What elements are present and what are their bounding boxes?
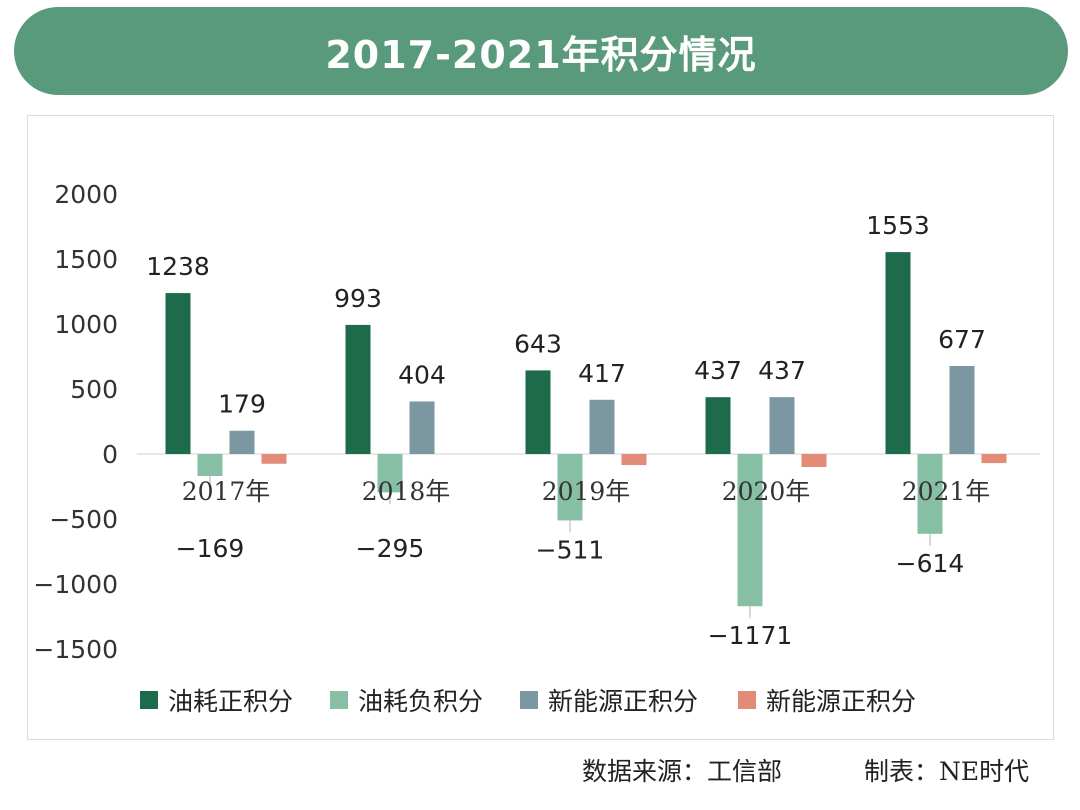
chart-title-bar: 2017-2021年积分情况	[14, 7, 1068, 95]
data-label: 1553	[866, 211, 930, 240]
y-tick-label: 1500	[54, 245, 118, 274]
bar	[981, 454, 1007, 464]
legend-label: 油耗负积分	[358, 687, 483, 716]
bar	[197, 454, 223, 476]
legend-label: 新能源正积分	[548, 687, 698, 716]
data-label: −511	[536, 535, 605, 564]
bar	[377, 454, 403, 493]
data-label: 677	[938, 325, 986, 354]
data-label: −1171	[708, 621, 793, 650]
bar	[557, 454, 583, 521]
data-label: 437	[758, 356, 806, 385]
legend-swatch	[738, 691, 756, 709]
data-label: 437	[694, 356, 742, 385]
bar	[801, 454, 827, 467]
data-label: 179	[218, 390, 266, 419]
bar	[885, 252, 911, 454]
y-tick-label: −1000	[33, 570, 118, 599]
data-label: 417	[578, 359, 626, 388]
chart-title: 2017-2021年积分情况	[325, 32, 757, 77]
bar	[949, 365, 975, 454]
data-label: 1238	[146, 252, 210, 281]
bar	[769, 397, 795, 454]
y-tick-label: 2000	[54, 180, 118, 209]
bar	[621, 454, 647, 466]
x-category-label: 2020年	[722, 477, 811, 506]
legend-swatch	[330, 691, 348, 709]
data-label: −295	[356, 534, 425, 563]
y-tick-label: 0	[102, 440, 118, 469]
legend-label: 油耗正积分	[168, 687, 293, 716]
legend-swatch	[520, 691, 538, 709]
y-tick-label: −500	[49, 505, 118, 534]
bar	[705, 397, 731, 454]
data-label: 643	[514, 329, 562, 358]
y-tick-label: 500	[70, 375, 118, 404]
x-category-label: 2017年	[182, 477, 271, 506]
legend-label: 新能源正积分	[766, 687, 916, 716]
bar	[917, 454, 943, 534]
bar	[409, 401, 435, 454]
bar	[737, 454, 763, 607]
data-label: 993	[334, 284, 382, 313]
x-category-label: 2019年	[542, 477, 631, 506]
data-label: −169	[176, 534, 245, 563]
x-category-label: 2018年	[362, 477, 451, 506]
y-tick-label: −1500	[33, 635, 118, 664]
bar	[165, 293, 191, 454]
bar	[261, 454, 287, 464]
bar	[345, 324, 371, 454]
table-maker-note: 制表：NE时代	[864, 757, 1030, 786]
bar	[589, 399, 615, 454]
data-source-note: 数据来源：工信部	[582, 757, 783, 786]
y-tick-label: 1000	[54, 310, 118, 339]
bar	[525, 370, 551, 454]
data-label: −614	[896, 549, 965, 578]
x-category-label: 2021年	[902, 477, 991, 506]
legend-swatch	[140, 691, 158, 709]
data-label: 404	[398, 360, 446, 389]
bar	[229, 430, 255, 454]
